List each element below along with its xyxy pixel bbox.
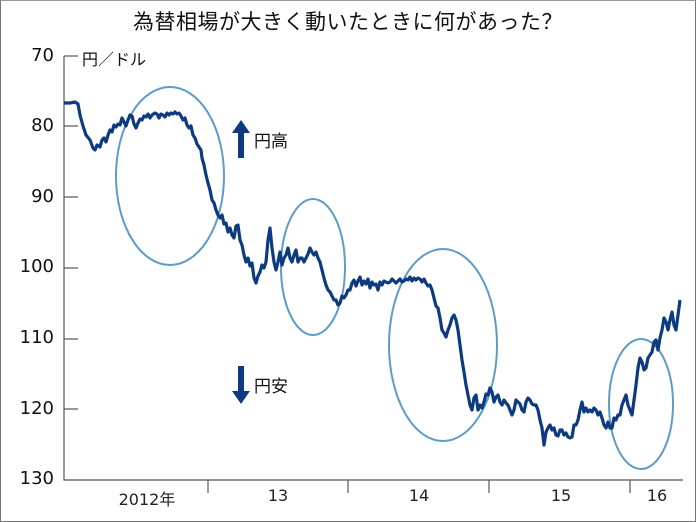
yen-weak-label: 円安: [254, 377, 288, 397]
y-tick-110: 110: [19, 327, 54, 348]
yen-strong-label: 円高: [254, 132, 288, 152]
y-tick-120: 120: [19, 398, 54, 419]
x-tick-2012: 2012年: [118, 490, 176, 509]
y-tick-100: 100: [19, 256, 54, 277]
ellipse-2012: [115, 86, 225, 266]
ellipse-2014: [388, 248, 498, 442]
ellipse-2016: [608, 338, 674, 470]
usd-jpy-line: [64, 100, 682, 447]
y-tick-80: 80: [31, 115, 54, 136]
y-axis-unit-label: 円／ドル: [82, 50, 147, 69]
y-tick-90: 90: [31, 186, 54, 207]
ellipse-2013: [280, 198, 346, 336]
y-tick-70: 70: [31, 45, 54, 66]
x-tick-13: 13: [267, 486, 289, 505]
y-tick-130: 130: [19, 468, 54, 489]
arrow-down-icon: [232, 366, 250, 404]
chart-title: 為替相場が大きく動いたときに何があった？: [133, 10, 563, 34]
arrow-up-icon: [232, 120, 250, 158]
x-tick-15: 15: [550, 486, 572, 505]
axes: [63, 55, 683, 493]
x-tick-16: 16: [646, 486, 668, 505]
x-tick-14: 14: [408, 486, 430, 505]
highlight-ellipses: [115, 86, 674, 470]
